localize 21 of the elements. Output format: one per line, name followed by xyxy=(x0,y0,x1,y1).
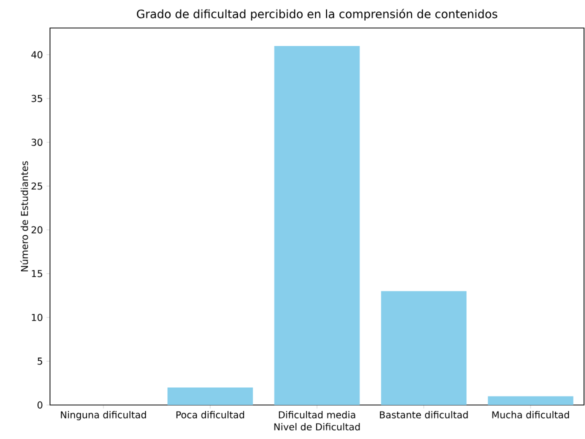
y-tick-label: 40 xyxy=(31,51,42,58)
x-tick-label: Mucha dificultad xyxy=(492,411,569,418)
x-axis-title: Nivel de Dificultad xyxy=(274,423,360,430)
x-tick-label: Dificultad media xyxy=(278,411,356,418)
y-tick-label: 25 xyxy=(32,182,42,190)
y-tick-label: 0 xyxy=(38,401,42,409)
y-tick-label: 20 xyxy=(32,226,42,234)
y-tick-label: 15 xyxy=(32,270,42,278)
x-tick-label: Ninguna dificultad xyxy=(60,411,146,420)
x-tick-label: Poca dificultad xyxy=(176,411,244,418)
bar xyxy=(381,291,467,405)
chart-title: Grado de dificultad percibido en la comprensión de contenidos xyxy=(136,8,498,20)
bar xyxy=(488,396,574,405)
x-tick-label: Bastante dificultad xyxy=(380,411,468,418)
y-tick-label: 5 xyxy=(38,358,42,365)
bar xyxy=(167,387,253,405)
y-tick-label: 35 xyxy=(32,94,42,102)
y-axis-title: Número de Estudiantes xyxy=(20,161,28,272)
y-tick-label: 30 xyxy=(32,138,42,146)
bar xyxy=(274,46,360,405)
y-tick-label: 10 xyxy=(32,314,42,322)
